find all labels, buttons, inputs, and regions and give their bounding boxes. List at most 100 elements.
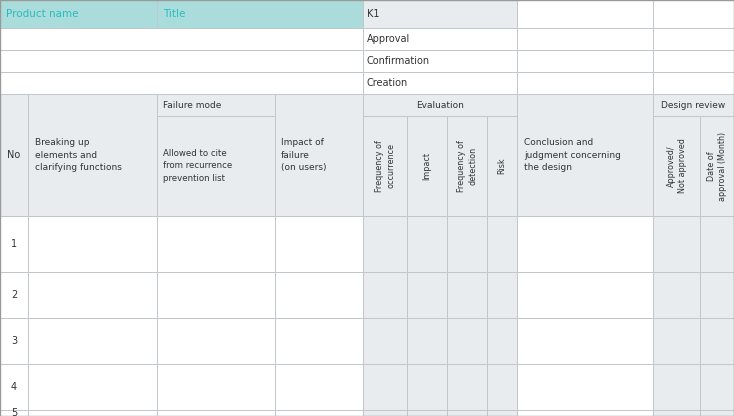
Bar [363,410,407,416]
Text: 1: 1 [11,239,17,249]
Bar [447,216,487,272]
Bar [0,364,28,410]
Text: Failure mode: Failure mode [163,101,221,109]
Text: Impact of
failure
(on users): Impact of failure (on users) [281,138,327,172]
Bar [653,94,734,116]
Bar [28,364,157,410]
Bar [517,216,653,272]
Text: Approved/
Not approved: Approved/ Not approved [666,139,686,193]
Text: Design review: Design review [661,101,726,109]
Bar [363,94,517,116]
Bar [28,410,157,416]
Bar [517,0,653,28]
Bar [517,318,653,364]
Bar [363,116,407,216]
Text: K1: K1 [367,9,379,19]
Bar [653,410,700,416]
Bar [517,72,653,94]
Text: Frequency of
detection: Frequency of detection [457,140,477,192]
Bar [407,410,447,416]
Bar [363,0,517,28]
Bar [363,364,407,410]
Text: Risk: Risk [498,158,506,174]
Bar [275,216,363,272]
Bar [407,116,447,216]
Text: Creation: Creation [367,78,408,88]
Bar [447,318,487,364]
Bar [363,216,407,272]
Bar [653,364,700,410]
Bar [28,272,157,318]
Bar [517,272,653,318]
Bar [407,364,447,410]
Text: 2: 2 [11,290,17,300]
Bar [700,116,734,216]
Bar [157,116,275,216]
Bar [447,272,487,318]
Bar [0,0,157,28]
Bar [157,318,275,364]
Bar [28,94,157,216]
Bar [653,72,734,94]
Bar [517,28,653,50]
Bar [653,28,734,50]
Text: No: No [7,150,21,160]
Text: Breaking up
elements and
clarifying functions: Breaking up elements and clarifying func… [35,138,123,172]
Bar [700,318,734,364]
Text: Impact: Impact [423,152,432,180]
Bar [517,364,653,410]
Text: Approval: Approval [367,34,410,44]
Text: 3: 3 [11,336,17,346]
Bar [0,50,363,72]
Text: Date of
approval (Month): Date of approval (Month) [707,131,727,201]
Text: Conclusion and
judgment concerning
the design: Conclusion and judgment concerning the d… [524,138,621,172]
Bar [487,410,517,416]
Bar [517,410,653,416]
Bar [275,410,363,416]
Bar [407,216,447,272]
Text: Title: Title [163,9,185,19]
Bar [653,50,734,72]
Bar [157,272,275,318]
Bar [157,410,275,416]
Bar [487,318,517,364]
Bar [517,50,653,72]
Bar [653,0,734,28]
Bar [275,94,363,216]
Text: 4: 4 [11,382,17,392]
Bar [700,216,734,272]
Bar [487,116,517,216]
Bar [0,72,363,94]
Bar [363,28,517,50]
Bar [653,318,700,364]
Bar [363,272,407,318]
Bar [0,318,28,364]
Bar [407,272,447,318]
Bar [0,272,28,318]
Bar [700,410,734,416]
Bar [157,364,275,410]
Bar [275,318,363,364]
Bar [28,318,157,364]
Bar [653,272,700,318]
Bar [0,216,28,272]
Bar [0,410,28,416]
Bar [700,364,734,410]
Bar [653,116,700,216]
Bar [0,28,363,50]
Bar [363,318,407,364]
Bar [363,72,517,94]
Bar [157,216,275,272]
Text: Confirmation: Confirmation [367,56,430,66]
Bar [447,364,487,410]
Text: Allowed to cite
from recurrence
prevention list: Allowed to cite from recurrence preventi… [163,149,232,183]
Text: 5: 5 [11,408,17,416]
Bar [700,272,734,318]
Bar [157,0,363,28]
Bar [447,410,487,416]
Text: Product name: Product name [6,9,79,19]
Bar [447,116,487,216]
Bar [487,272,517,318]
Bar [157,94,275,116]
Bar [363,50,517,72]
